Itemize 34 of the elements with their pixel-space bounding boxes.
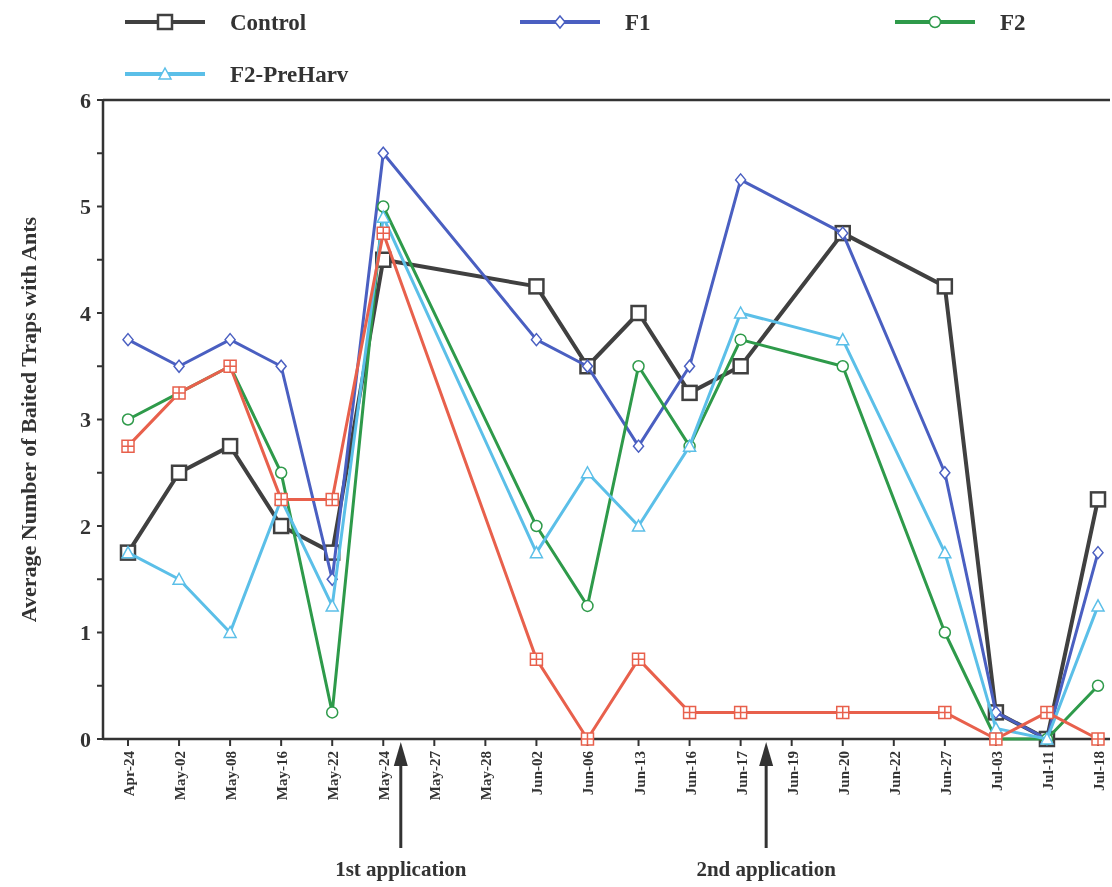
- x-tick-label: May-02: [172, 751, 189, 801]
- x-tick-label: Jun-13: [631, 751, 648, 796]
- x-tick-label: May-28: [478, 751, 495, 801]
- y-tick-label: 4: [80, 300, 91, 326]
- x-tick-label: Jun-16: [682, 750, 699, 796]
- x-tick-label: Jul-03: [988, 751, 1005, 792]
- y-tick-label: 5: [80, 194, 91, 220]
- y-tick-label: 2: [80, 513, 91, 539]
- x-tick-label: Jun-27: [937, 750, 954, 796]
- y-tick-label: 3: [80, 407, 91, 433]
- x-tick-label: Jul-18: [1091, 751, 1107, 792]
- y-tick-label: 1: [80, 620, 91, 646]
- x-tick-label: Apr-24: [121, 750, 137, 797]
- y-tick-label: 0: [80, 726, 91, 752]
- x-tick-label: Jun-17: [733, 750, 750, 796]
- x-tick-label: Jun-20: [835, 751, 852, 796]
- x-tick-label: Jun-22: [886, 751, 903, 796]
- y-axis-title: Average Number of Baited Traps with Ants: [16, 216, 41, 623]
- text: 1st application: [335, 857, 467, 881]
- text: 2nd application: [696, 857, 837, 881]
- x-tick-label: Jul-11: [1039, 751, 1056, 791]
- x-tick-label: May-08: [223, 751, 240, 801]
- x-tick-label: May-22: [325, 751, 342, 801]
- legend-label: F1: [625, 10, 651, 36]
- x-tick-label: May-27: [427, 750, 444, 801]
- x-tick-label: Jun-02: [529, 751, 546, 796]
- x-tick-label: Jun-06: [580, 750, 597, 796]
- x-tick-label: Jun-19: [784, 751, 801, 796]
- legend-label: Control: [230, 10, 307, 36]
- y-tick-label: 6: [80, 87, 91, 113]
- x-tick-label: May-24: [376, 750, 393, 801]
- legend-label: F2-PreHarv: [230, 62, 349, 88]
- x-tick-label: May-16: [274, 750, 291, 801]
- legend-label: F2: [1000, 10, 1026, 36]
